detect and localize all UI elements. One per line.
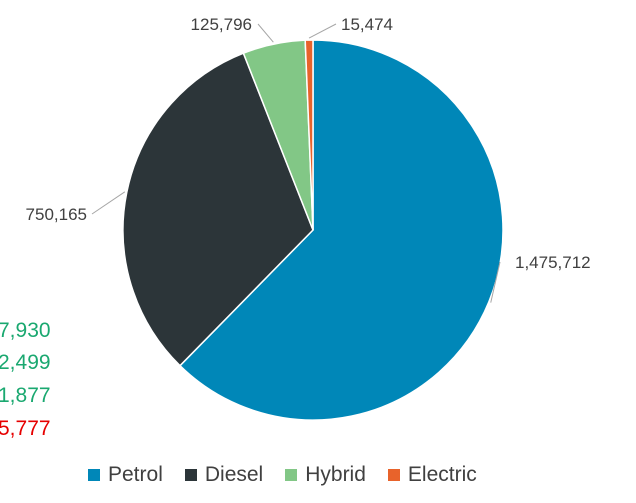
leader-line-electric	[308, 23, 337, 39]
leader-line-hybrid	[257, 23, 274, 43]
side-value-3: 1,877	[0, 384, 51, 407]
legend: Petrol Diesel Hybrid Electric	[88, 462, 499, 488]
data-label-electric: 15,474	[341, 15, 393, 34]
legend-label-petrol: Petrol	[108, 463, 163, 486]
data-label-hybrid: 125,796	[191, 15, 252, 34]
legend-swatch-diesel	[184, 469, 197, 481]
legend-item-diesel: Diesel	[184, 463, 264, 487]
pie-slice-diesel	[122, 52, 314, 367]
legend-swatch-petrol	[88, 469, 100, 481]
data-label-petrol: 1,475,712	[515, 253, 591, 272]
pie-slice-petrol	[178, 39, 504, 421]
legend-swatch-hybrid	[285, 469, 298, 481]
side-value-4: 5,777	[0, 417, 51, 440]
leader-line-diesel	[91, 191, 126, 215]
leader-line-petrol	[490, 261, 501, 303]
legend-label-diesel: Diesel	[204, 463, 264, 486]
legend-item-petrol: Petrol	[88, 463, 163, 487]
side-value-1: 7,930	[0, 319, 51, 342]
legend-item-electric: Electric	[387, 463, 477, 487]
legend-item-hybrid: Hybrid	[285, 463, 366, 487]
legend-swatch-electric	[387, 469, 400, 481]
data-label-diesel: 750,165	[26, 205, 87, 224]
legend-label-hybrid: Hybrid	[305, 463, 366, 486]
pie-slice-electric	[304, 39, 314, 231]
side-value-2: 2,499	[0, 351, 51, 374]
legend-label-electric: Electric	[407, 463, 477, 486]
